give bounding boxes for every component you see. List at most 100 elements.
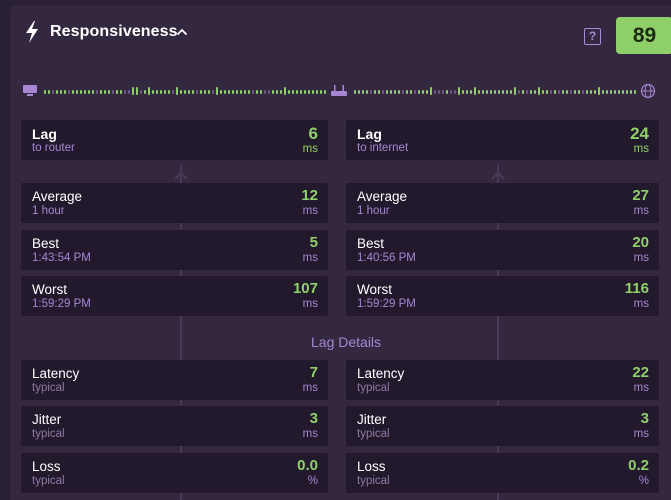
link-history-tick <box>56 90 58 94</box>
link-history-tick <box>104 90 106 94</box>
link-history-tick <box>586 90 588 94</box>
link-history-tick <box>128 90 130 94</box>
card-unit: ms <box>302 298 318 310</box>
link-history-tick <box>44 90 46 94</box>
link-history-tick <box>414 90 416 94</box>
card-sublabel: to internet <box>357 142 409 154</box>
link-history-tick <box>634 90 636 94</box>
link-history-tick <box>470 90 472 94</box>
card-sublabel: 1:59:29 PM <box>32 298 91 310</box>
link-history-tick <box>410 90 412 94</box>
link-history-tick <box>172 90 174 94</box>
internet-average-card: Average 1 hour 27 ms <box>346 183 659 223</box>
card-value: 22 <box>632 364 649 381</box>
link-history-tick <box>92 90 94 94</box>
card-label: Latency <box>357 366 405 381</box>
link-history-tick <box>280 90 282 94</box>
card-value: 6 <box>308 124 318 143</box>
link-history-tick <box>184 90 186 94</box>
score-badge: 89 <box>616 17 671 54</box>
internet-link-bar <box>354 87 636 95</box>
link-history-tick <box>152 90 154 94</box>
link-history-tick <box>224 90 226 94</box>
link-history-tick <box>574 90 576 94</box>
card-value: 24 <box>630 124 649 143</box>
card-unit: ms <box>633 252 649 264</box>
link-history-tick <box>196 90 198 94</box>
link-history-tick <box>112 90 114 94</box>
card-label: Best <box>32 236 60 251</box>
link-history-tick <box>502 90 504 94</box>
link-history-tick <box>228 90 230 94</box>
link-history-tick <box>454 90 456 94</box>
link-history-tick <box>124 90 126 94</box>
link-history-tick <box>108 90 110 94</box>
card-value: 5 <box>309 234 318 251</box>
link-history-tick <box>324 90 326 94</box>
link-history-tick <box>614 90 616 94</box>
link-history-tick <box>542 90 544 94</box>
card-sublabel: 1:43:54 PM <box>32 252 91 264</box>
link-history-tick <box>358 90 360 94</box>
link-history-tick <box>446 90 448 94</box>
card-label: Lag <box>357 126 382 142</box>
link-history-tick <box>192 90 194 94</box>
link-history-tick <box>550 90 552 94</box>
link-history-tick <box>618 90 620 94</box>
link-history-tick <box>398 90 400 94</box>
link-history-tick <box>320 90 322 94</box>
link-history-tick <box>156 90 158 94</box>
card-value: 107 <box>292 280 318 297</box>
router-link-bar <box>44 87 326 95</box>
card-unit: ms <box>633 428 649 440</box>
card-unit: % <box>307 475 318 487</box>
link-history-tick <box>558 90 560 94</box>
card-unit: ms <box>633 143 649 155</box>
card-value: 3 <box>640 410 649 427</box>
card-unit: ms <box>633 298 649 310</box>
card-sublabel: typical <box>357 428 390 440</box>
card-value: 3 <box>309 410 318 427</box>
link-history-tick <box>626 90 628 94</box>
help-button[interactable]: ? <box>584 28 601 45</box>
router-best-card: Best 1:43:54 PM 5 ms <box>21 230 328 270</box>
card-label: Jitter <box>32 412 62 427</box>
link-history-tick <box>212 90 214 94</box>
link-history-tick <box>284 87 286 95</box>
link-history-tick <box>236 90 238 94</box>
card-unit: ms <box>302 428 318 440</box>
internet-loss-card: Loss typical 0.2 % <box>346 453 659 493</box>
link-history-tick <box>506 90 508 94</box>
link-history-tick <box>394 90 396 94</box>
link-history-tick <box>188 90 190 94</box>
link-history-tick <box>486 90 488 94</box>
link-history-tick <box>64 90 66 94</box>
link-history-tick <box>602 90 604 94</box>
link-history-tick <box>68 90 70 94</box>
card-value: 12 <box>301 187 318 204</box>
card-unit: ms <box>633 382 649 394</box>
panel-header[interactable]: Responsiveness ? 89 <box>22 17 671 57</box>
chevron-up-icon[interactable] <box>176 26 188 38</box>
card-sublabel: to router <box>32 142 75 154</box>
lag-internet-card: Lag to internet 24 ms <box>346 120 659 160</box>
card-sublabel: typical <box>357 475 390 487</box>
link-history-tick <box>562 90 564 94</box>
link-history-tick <box>120 90 122 94</box>
internet-latency-card: Latency typical 22 ms <box>346 360 659 400</box>
link-history-tick <box>80 90 82 94</box>
link-history-tick <box>240 90 242 94</box>
card-unit: ms <box>302 382 318 394</box>
card-label: Lag <box>32 126 57 142</box>
link-history-tick <box>96 90 98 94</box>
link-history-tick <box>370 90 372 94</box>
link-history-tick <box>362 90 364 94</box>
router-average-card: Average 1 hour 12 ms <box>21 183 328 223</box>
link-history-tick <box>518 90 520 94</box>
link-history-tick <box>386 90 388 94</box>
link-history-tick <box>498 90 500 94</box>
link-history-tick <box>136 87 138 95</box>
link-history-tick <box>140 90 142 94</box>
card-unit: ms <box>302 205 318 217</box>
link-history-tick <box>116 90 118 94</box>
